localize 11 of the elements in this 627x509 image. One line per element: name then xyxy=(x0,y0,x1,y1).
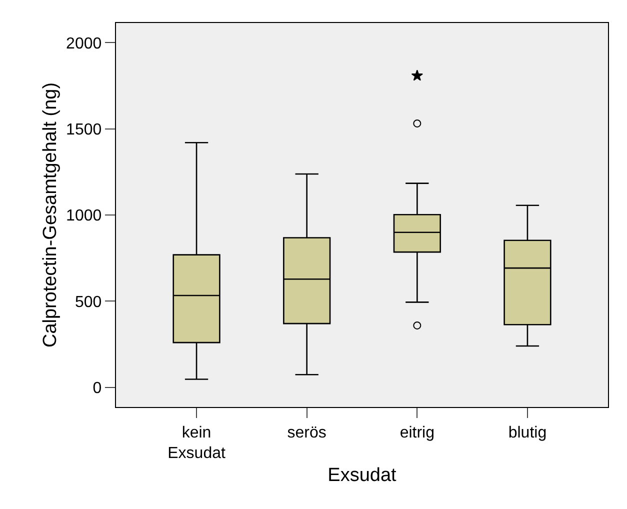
y-tick-label: 1500 xyxy=(66,121,102,138)
y-tick-label: 2000 xyxy=(66,35,102,52)
y-axis-title: Calprotectin-Gesamtgehalt (ng) xyxy=(40,82,61,348)
x-tick-label: eitrig xyxy=(400,424,435,442)
y-tick-label: 500 xyxy=(74,294,102,311)
x-tick-label: serös xyxy=(287,424,326,442)
x-tick-label: kein Exsudat xyxy=(168,424,226,462)
x-tick-label: blutig xyxy=(508,424,547,442)
y-tick-label: 0 xyxy=(92,380,102,397)
x-axis-title: Exsudat xyxy=(328,464,398,486)
y-tick-label: 1000 xyxy=(66,208,102,225)
